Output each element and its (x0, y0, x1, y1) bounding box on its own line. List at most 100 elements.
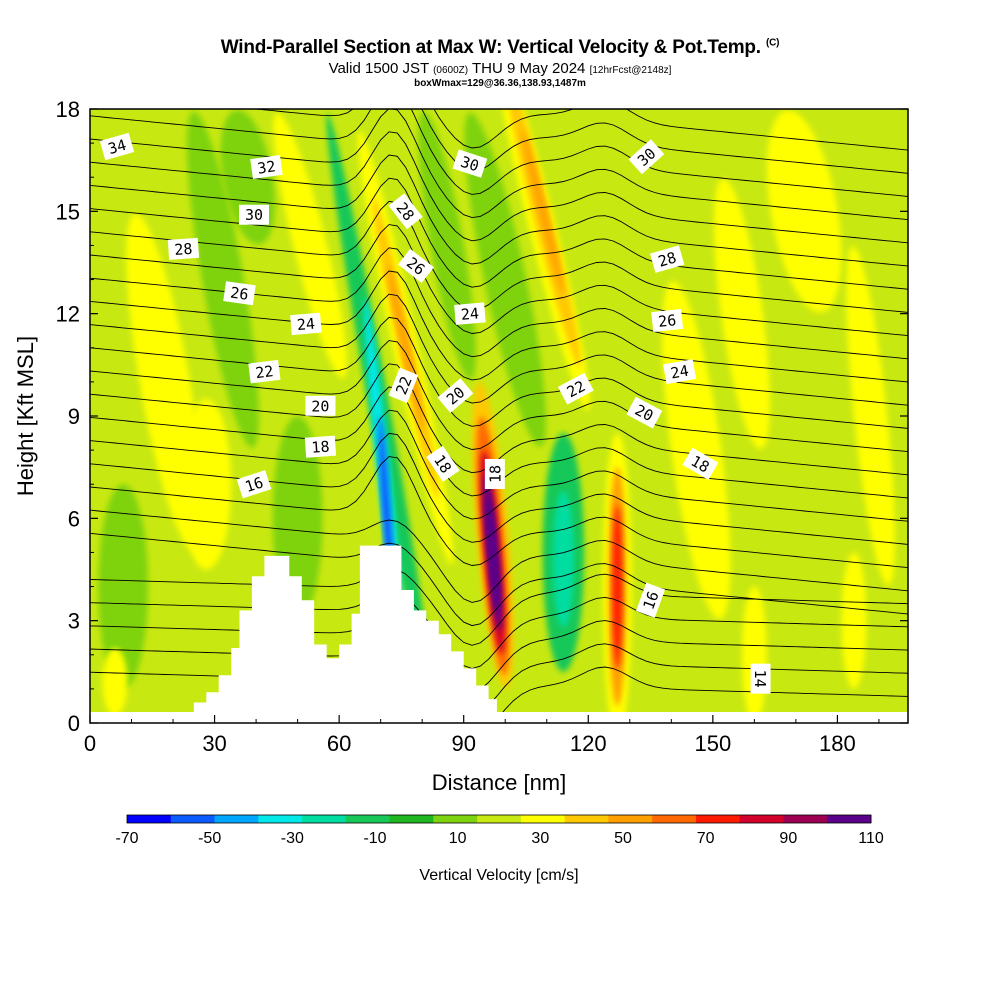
contour-label: 28 (388, 193, 423, 230)
w-band-6 (181, 398, 232, 570)
y-tick-label: 15 (56, 199, 80, 224)
w-band-15 (102, 647, 128, 712)
contour-label: 16 (636, 582, 666, 618)
isentrope-line (90, 568, 908, 646)
colorbar-frame (126, 814, 872, 824)
isentrope-line (90, 224, 908, 337)
colorbar-segment (127, 815, 172, 823)
contour-label-box (426, 445, 460, 482)
w-band-13 (741, 586, 767, 712)
colorbar-tick-label: -10 (363, 830, 386, 847)
isentrope-line (90, 409, 908, 522)
contour-label-box (388, 367, 419, 403)
colorbar-title: Vertical Velocity [cm/s] (419, 867, 578, 884)
colorbar-tick-label: -30 (281, 830, 304, 847)
contour-label: 28 (167, 237, 200, 260)
colorbar-tick-label: 30 (531, 830, 549, 847)
contour-label: 22 (388, 367, 419, 403)
copyright-mark: (C) (765, 37, 780, 49)
contour-label: 14 (750, 663, 771, 694)
contour-label-text: 18 (486, 465, 504, 483)
forecast-info: [12hrFcst@2148z] (589, 65, 672, 76)
ground-strip (90, 712, 908, 724)
isentrope-line (90, 131, 908, 244)
contour-label: 34 (99, 132, 135, 161)
y-tick-label: 3 (68, 609, 80, 634)
x-tick-label: 30 (202, 731, 226, 756)
colorbar-segment (389, 815, 434, 823)
contour-label-box (437, 378, 474, 413)
isentrope-line (433, 109, 908, 151)
contour-label-text: 22 (392, 374, 415, 397)
contour-label-box (388, 193, 423, 230)
chart-title: Wind-Parallel Section at Max W: Vertical… (0, 37, 1000, 59)
x-axis-label: Distance [nm] (432, 770, 567, 795)
w-band-14 (841, 552, 867, 689)
x-tick-label: 60 (327, 731, 351, 756)
contour-label-text: 30 (245, 206, 263, 224)
isentrope-line (90, 270, 908, 383)
w-feature-5 (387, 264, 424, 432)
contour-label-text: 20 (311, 397, 329, 415)
w-band-12 (846, 246, 895, 586)
contour-label-box (651, 308, 684, 333)
x-tick-label: 180 (819, 731, 856, 756)
isentrope-line (90, 340, 908, 453)
colorbar-segment (477, 815, 522, 823)
isentrope-line (90, 591, 908, 669)
contour-label-text: 26 (657, 311, 677, 331)
colorbar-tick-label: 110 (858, 830, 884, 847)
contour-label: 28 (649, 245, 685, 273)
contour-label: 26 (651, 308, 684, 333)
x-tick-label: 90 (451, 731, 475, 756)
contour-label-box (484, 458, 505, 489)
contour-label-text: 32 (256, 157, 276, 177)
w-feature-18 (486, 501, 499, 611)
colorbar-segment (345, 815, 391, 823)
isentrope-line (90, 432, 908, 545)
colorbar: -70 -50 -30 -10 10 30 50 70 90 110 (115, 814, 884, 847)
isentrope-line (90, 363, 908, 476)
isentrope-line (251, 109, 908, 174)
w-band-5 (273, 112, 347, 378)
contour-label-text: 14 (751, 670, 769, 688)
colorbar-segment (695, 815, 741, 823)
w-feature-13 (612, 504, 623, 669)
isentrope-line (90, 247, 908, 360)
colorbar-tick-label: 10 (449, 830, 467, 847)
isentrope-line (90, 177, 908, 290)
w-band-8 (464, 112, 547, 447)
contour-label-text: 16 (243, 473, 266, 496)
contour-label-text: 24 (669, 362, 690, 383)
contour-label-box (304, 435, 337, 458)
colorbar-segment (652, 815, 697, 823)
colorbar-segment (827, 815, 872, 823)
isentrope-line (90, 532, 908, 627)
colorbar-tick-label: -50 (198, 830, 221, 847)
contour-label-box (452, 149, 488, 178)
contour-label: 20 (305, 395, 336, 416)
contour-label: 32 (250, 154, 283, 179)
contour-label: 16 (236, 470, 272, 499)
contour-label: 24 (663, 359, 697, 385)
terrain (193, 545, 497, 712)
contour-label: 30 (452, 149, 488, 178)
contour-label-text: 22 (254, 362, 274, 382)
colorbar-segment (258, 815, 303, 823)
contour-label: 24 (454, 302, 486, 325)
valid-date: THU 9 May 2024 (472, 60, 586, 77)
w-band-10 (713, 178, 770, 449)
y-tick-label: 6 (68, 506, 80, 531)
contour-label-box (626, 396, 663, 429)
contour-label-box (636, 582, 666, 618)
colorbar-segment (608, 815, 653, 823)
contour-label-box (557, 372, 594, 405)
chart-title-text: Wind-Parallel Section at Max W: Vertical… (220, 37, 761, 58)
contour-label-box (99, 132, 135, 161)
colorbar-segment (783, 815, 828, 823)
contour-label-box (167, 237, 200, 260)
isentrope-line (90, 109, 908, 197)
contour-label: 30 (239, 204, 270, 225)
isentrope-line (90, 637, 908, 712)
contour-label-box (628, 139, 665, 175)
